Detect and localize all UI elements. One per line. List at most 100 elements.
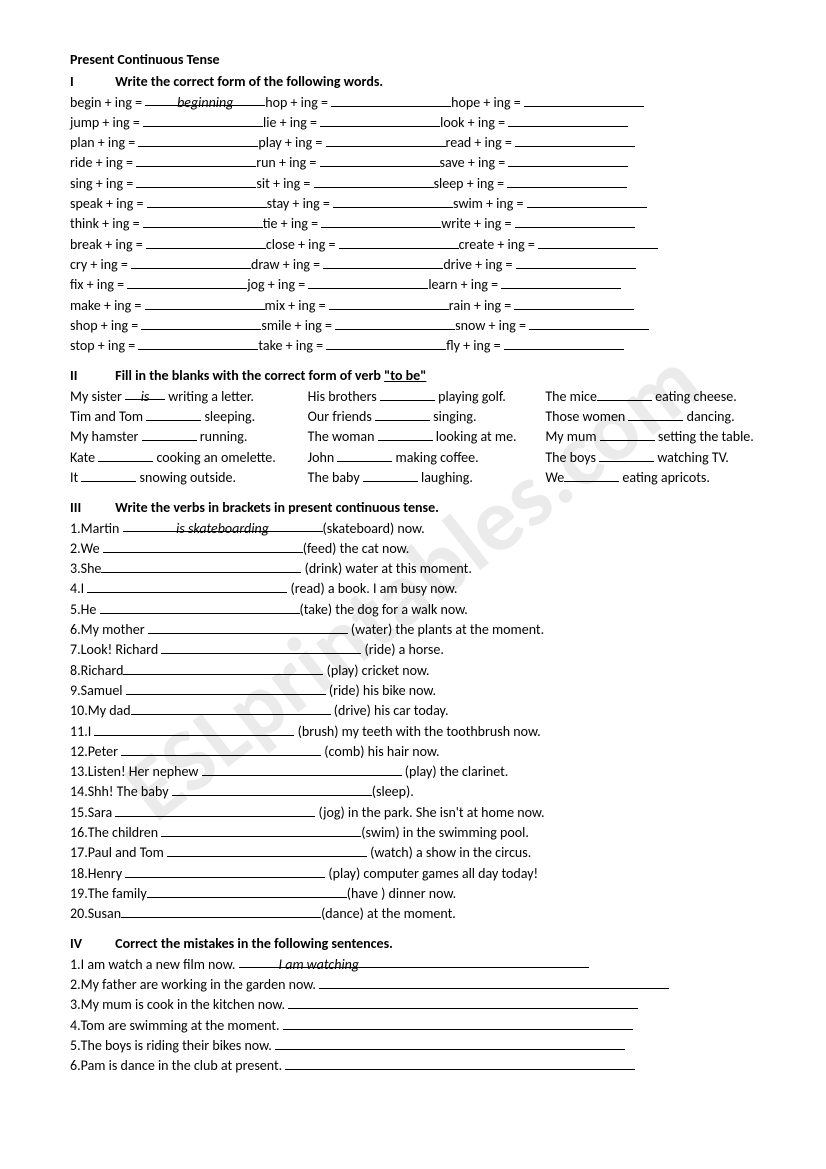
blank-line[interactable] [161, 824, 361, 837]
blank-line[interactable] [515, 134, 635, 147]
s1-prompt: shop + ing = [70, 317, 141, 334]
s1-row: begin + ing = beginninghop + ing = hope … [70, 93, 771, 113]
blank-line[interactable]: beginning [145, 93, 265, 106]
blank-line[interactable] [126, 682, 326, 695]
blank-line[interactable] [597, 387, 652, 400]
blank-line[interactable] [172, 783, 372, 796]
blank-line[interactable] [123, 661, 323, 674]
s1-prompt: cry + ing = [70, 256, 131, 273]
blank-line[interactable] [87, 580, 287, 593]
blank-line[interactable] [115, 803, 315, 816]
blank-line[interactable] [202, 763, 402, 776]
item-number: 16. [70, 823, 88, 843]
blank-line[interactable] [81, 469, 136, 482]
item-number: 8. [70, 661, 81, 681]
blank-line[interactable] [138, 337, 258, 350]
blank-line[interactable] [321, 215, 441, 228]
blank-line[interactable] [326, 134, 446, 147]
blank-line[interactable] [538, 235, 658, 248]
blank-line[interactable] [335, 317, 455, 330]
blank-line[interactable] [121, 905, 321, 918]
section-3-list: 1. Martin is skateboarding(skateboard) n… [70, 519, 771, 925]
s1-row: sing + ing = sit + ing = sleep + ing = [70, 174, 771, 194]
blank-line[interactable] [283, 1016, 633, 1029]
blank-line[interactable] [504, 337, 624, 350]
blank-line[interactable] [320, 114, 440, 127]
s3-item: 11. I (brush) my teeth with the toothbru… [70, 722, 771, 742]
blank-line[interactable] [146, 408, 201, 421]
blank-line[interactable] [138, 134, 258, 147]
blank-line[interactable] [380, 387, 435, 400]
blank-line[interactable] [136, 154, 256, 167]
blank-line[interactable] [329, 296, 449, 309]
blank-line[interactable] [142, 428, 197, 441]
blank-line[interactable]: I am watching [239, 955, 589, 968]
blank-line[interactable] [508, 154, 628, 167]
blank-line[interactable] [125, 864, 325, 877]
item-number: 1. [70, 519, 81, 539]
blank-line[interactable] [319, 976, 669, 989]
blank-line[interactable] [600, 428, 655, 441]
item-number: 2. [70, 975, 81, 995]
blank-line[interactable] [515, 215, 635, 228]
blank-line[interactable] [136, 174, 256, 187]
blank-line[interactable] [508, 114, 628, 127]
blank-line[interactable] [103, 540, 303, 553]
s1-prompt: lie + ing = [263, 114, 320, 131]
blank-line[interactable] [501, 276, 621, 289]
blank-line[interactable] [323, 256, 443, 269]
s3-item: 19. The family(have ) dinner now. [70, 884, 771, 904]
s3-item: 3. She (drink) water at this moment. [70, 559, 771, 579]
item-number: 13. [70, 762, 88, 782]
blank-line[interactable] [167, 844, 367, 857]
blank-line[interactable] [527, 195, 647, 208]
blank-line[interactable] [131, 702, 331, 715]
blank-line[interactable] [141, 317, 261, 330]
blank-line[interactable] [363, 469, 418, 482]
blank-line[interactable] [524, 93, 644, 106]
blank-line[interactable] [147, 195, 267, 208]
blank-line[interactable] [143, 215, 263, 228]
blank-line[interactable] [516, 256, 636, 269]
blank-line[interactable] [127, 276, 247, 289]
blank-line[interactable] [288, 996, 638, 1009]
blank-line[interactable] [337, 448, 392, 461]
blank-line[interactable] [275, 1037, 625, 1050]
blank-line[interactable] [285, 1057, 635, 1070]
blank-line[interactable] [143, 114, 263, 127]
blank-line[interactable] [333, 195, 453, 208]
blank-line[interactable]: is [125, 387, 165, 400]
blank-line[interactable] [628, 408, 683, 421]
blank-line[interactable] [320, 154, 440, 167]
blank-line[interactable] [378, 428, 433, 441]
blank-line[interactable] [131, 256, 251, 269]
blank-line[interactable] [94, 722, 294, 735]
blank-line[interactable] [331, 93, 451, 106]
blank-line[interactable] [375, 408, 430, 421]
blank-line[interactable] [98, 448, 153, 461]
s4-sentence: The boys is riding their bikes now. [81, 1037, 275, 1054]
blank-line[interactable] [326, 337, 446, 350]
s2-cell: John making coffee. [308, 448, 534, 468]
s1-prompt: speak + ing = [70, 195, 147, 212]
blank-line[interactable] [101, 560, 301, 573]
blank-line[interactable] [339, 235, 459, 248]
blank-line[interactable] [147, 885, 347, 898]
blank-line[interactable] [161, 641, 361, 654]
blank-line[interactable] [564, 469, 619, 482]
blank-line[interactable] [146, 235, 266, 248]
blank-line[interactable] [148, 621, 348, 634]
blank-line[interactable] [308, 276, 428, 289]
blank-line[interactable] [507, 174, 627, 187]
blank-line[interactable] [121, 743, 321, 756]
s2-cell: The boys watching TV. [545, 448, 771, 468]
blank-line[interactable] [314, 174, 434, 187]
blank-line[interactable] [514, 296, 634, 309]
blank-line[interactable]: is skateboarding [123, 519, 323, 532]
s1-prompt: drive + ing = [443, 256, 515, 273]
blank-line[interactable] [145, 296, 265, 309]
blank-line[interactable] [599, 448, 654, 461]
s3-item: 10. My dad (drive) his car today. [70, 701, 771, 721]
blank-line[interactable] [529, 317, 649, 330]
blank-line[interactable] [100, 600, 300, 613]
